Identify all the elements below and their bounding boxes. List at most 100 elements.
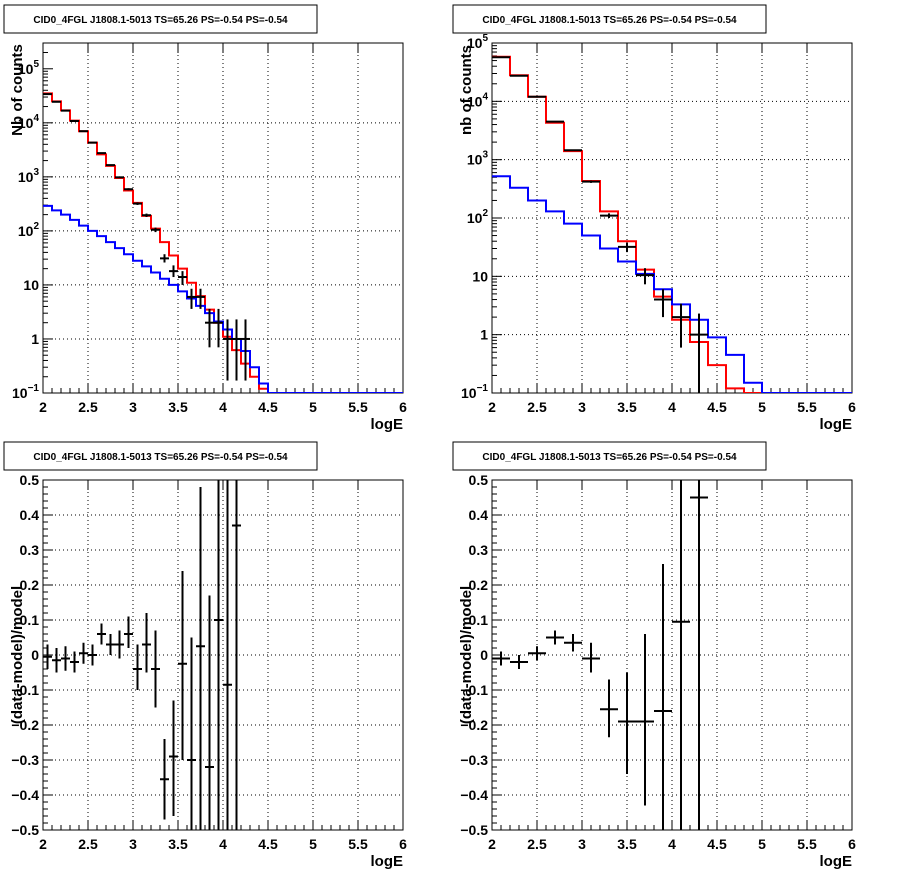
x-tick-label: 5 bbox=[758, 836, 766, 852]
y-tick-exponent: −1 bbox=[28, 383, 40, 394]
x-tick-label: 4.5 bbox=[707, 836, 727, 852]
x-tick-label: 6 bbox=[848, 836, 856, 852]
data-point bbox=[223, 319, 232, 381]
data-point bbox=[169, 265, 178, 278]
data-point bbox=[133, 202, 142, 205]
title-box bbox=[452, 4, 767, 34]
x-tick-label: 5.5 bbox=[797, 836, 817, 852]
data-point bbox=[88, 141, 97, 144]
data-point bbox=[160, 254, 169, 263]
x-tick-label: 5.5 bbox=[797, 399, 817, 415]
data-point bbox=[205, 595, 214, 830]
data-point bbox=[151, 227, 160, 233]
data-point bbox=[214, 480, 223, 830]
chart-panel-1: 2 2.5 3 3.5 4 4.5 5 5.5 610−1110102103104105CID0… bbox=[3, 4, 407, 433]
y-tick-label: −0.5 bbox=[11, 822, 39, 838]
x-tick-label: 3 bbox=[129, 836, 137, 852]
chart-title: CID0_4FGL J1808.1-5013 TS=65.26 PS=-0.54… bbox=[33, 15, 288, 26]
data-point bbox=[187, 637, 196, 830]
y-tick-label: −0.5 bbox=[460, 822, 488, 838]
x-tick-label: 4 bbox=[219, 399, 227, 415]
y-tick-label: 0.1 bbox=[20, 612, 40, 628]
data-point bbox=[232, 319, 241, 381]
y-tick-label: −0.4 bbox=[460, 787, 488, 803]
y-axis-label: (data-model)/model bbox=[458, 586, 475, 724]
x-tick-label: 2.5 bbox=[78, 399, 98, 415]
title-box bbox=[3, 441, 318, 471]
y-tick-label: 10−1 bbox=[461, 383, 488, 401]
y-tick-label: 102 bbox=[18, 221, 40, 239]
data-point bbox=[636, 268, 654, 285]
x-tick-label: 5.5 bbox=[348, 399, 368, 415]
data-point bbox=[142, 213, 151, 217]
y-tick-exponent: −1 bbox=[477, 383, 489, 394]
x-tick-label: 2 bbox=[39, 836, 47, 852]
data-point bbox=[654, 564, 672, 830]
title-box bbox=[452, 441, 767, 471]
data-point bbox=[160, 739, 169, 820]
data-point bbox=[214, 308, 223, 348]
y-tick-exponent: 5 bbox=[482, 33, 488, 44]
y-tick-label: 1 bbox=[31, 331, 39, 347]
data-point bbox=[510, 655, 528, 669]
chart-panel-2: 2 2.5 3 3.5 4 4.5 5 5.5 610−1110102103104105CID0… bbox=[452, 4, 856, 433]
data-point bbox=[690, 313, 708, 393]
x-tick-label: 6 bbox=[848, 399, 856, 415]
x-axis-label: logE bbox=[820, 416, 853, 433]
x-tick-label: 2 bbox=[39, 399, 47, 415]
x-tick-label: 3 bbox=[578, 399, 586, 415]
y-tick-label: −0.1 bbox=[460, 682, 488, 698]
data-point bbox=[196, 487, 205, 830]
y-tick-label: 0 bbox=[480, 647, 488, 663]
chart-title: CID0_4FGL J1808.1-5013 TS=65.26 PS=-0.54… bbox=[482, 452, 737, 463]
data-point bbox=[88, 644, 97, 666]
y-tick-label: 105 bbox=[18, 59, 40, 77]
y-tick-base: 10 bbox=[467, 152, 483, 168]
data-point bbox=[151, 630, 160, 708]
data-point bbox=[600, 213, 618, 218]
y-tick-base: 10 bbox=[461, 385, 477, 401]
x-tick-label: 4 bbox=[219, 836, 227, 852]
data-point bbox=[79, 642, 88, 664]
data-point bbox=[187, 288, 196, 309]
y-axis-label: (data-model)/model bbox=[9, 586, 26, 724]
y-tick-label: 103 bbox=[18, 167, 40, 185]
data-point bbox=[564, 149, 582, 152]
data-point bbox=[690, 480, 708, 830]
y-tick-label: −0.3 bbox=[11, 752, 39, 768]
data-point bbox=[546, 120, 564, 123]
data-point bbox=[600, 679, 618, 738]
x-tick-label: 6 bbox=[399, 836, 407, 852]
data-point bbox=[582, 180, 600, 183]
x-tick-label: 2.5 bbox=[78, 836, 98, 852]
y-tick-exponent: 2 bbox=[33, 221, 39, 232]
title-box bbox=[3, 4, 318, 34]
y-tick-label: 10−1 bbox=[12, 383, 39, 401]
x-tick-label: 4.5 bbox=[258, 399, 278, 415]
y-tick-label: 0.4 bbox=[20, 507, 40, 523]
data-point bbox=[133, 644, 142, 690]
y-tick-label: 10 bbox=[23, 277, 39, 293]
y-tick-exponent: 3 bbox=[33, 167, 39, 178]
data-point bbox=[124, 188, 133, 191]
y-tick-label: 104 bbox=[18, 113, 40, 131]
x-axis-label: logE bbox=[820, 853, 853, 870]
data-point bbox=[52, 648, 61, 673]
data-point bbox=[223, 480, 232, 830]
y-tick-exponent: 4 bbox=[482, 91, 488, 102]
y-tick-exponent: 5 bbox=[33, 59, 39, 70]
x-tick-label: 5.5 bbox=[348, 836, 368, 852]
y-tick-base: 10 bbox=[18, 115, 34, 131]
data-point bbox=[61, 646, 70, 671]
x-tick-label: 2.5 bbox=[527, 836, 547, 852]
x-tick-label: 3.5 bbox=[168, 399, 188, 415]
y-tick-label: 0.4 bbox=[469, 507, 489, 523]
data-point bbox=[70, 651, 79, 673]
y-tick-label: 0.5 bbox=[469, 472, 489, 488]
y-tick-label: 0.3 bbox=[20, 542, 40, 558]
y-tick-exponent: 4 bbox=[33, 113, 39, 124]
x-tick-label: 3 bbox=[129, 399, 137, 415]
data-point bbox=[205, 308, 214, 348]
y-tick-base: 10 bbox=[467, 93, 483, 109]
